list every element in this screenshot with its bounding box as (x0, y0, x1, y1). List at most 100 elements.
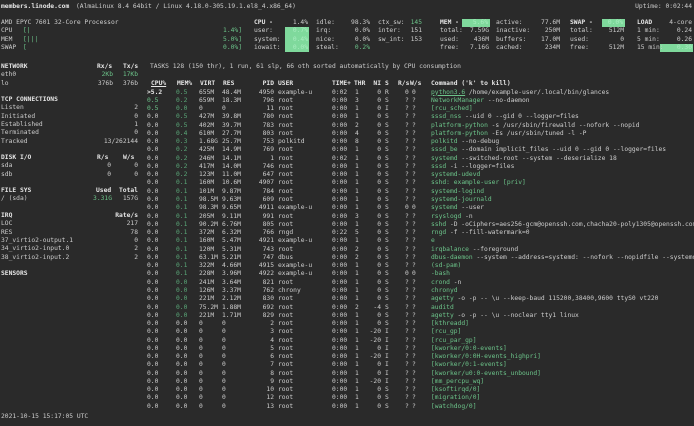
column-header-command[interactable]: Command ('k' to kill) (431, 80, 511, 87)
process-mem: 0.4 (176, 129, 188, 137)
process-status: I (385, 336, 389, 344)
swap-stat-label: used: (570, 35, 589, 43)
uptime: Uptime: 0:02:44 (635, 3, 692, 10)
process-time: 0:00 (332, 270, 348, 278)
process-user: root (278, 245, 294, 253)
process-read: ? (405, 237, 409, 245)
process-pid: 753 (262, 138, 274, 146)
process-pid: 4915 (258, 262, 274, 270)
process-cpu: 0.0 (147, 394, 159, 402)
process-user: root (278, 121, 294, 129)
process-mem: 0.2 (176, 171, 188, 179)
process-write: ? (412, 303, 416, 311)
irq-rate-value: 0 (134, 237, 138, 245)
process-virt: 0 (199, 320, 203, 328)
process-mem: 0.1 (176, 229, 188, 237)
column-header-cpu[interactable]: CPU% (151, 80, 167, 87)
process-read: ? (405, 377, 409, 385)
process-res: 0 (222, 353, 226, 361)
quicklook-bar-cpu: [| (23, 27, 31, 35)
process-res: 0 (222, 336, 226, 344)
cpu-stat-label: inter: (378, 27, 401, 35)
process-ni: 0 (377, 253, 381, 261)
process-command-name: systemd (431, 204, 458, 212)
process-command-args: -s /usr/sbin/firewalld --nofork --nopid (491, 121, 640, 129)
column-header-pid[interactable]: PID (262, 80, 274, 87)
process-read: ? (405, 278, 409, 286)
column-header-thr[interactable]: THR (354, 80, 366, 87)
process-status: S (385, 320, 389, 328)
process-thr: 1 (355, 311, 359, 319)
process-user: example-u (278, 88, 313, 96)
process-write: ? (412, 162, 416, 170)
process-pid: 830 (262, 295, 274, 303)
process-res: 6.32M (222, 229, 241, 237)
process-res: 5.21M (222, 253, 241, 261)
mem-stat-label: inactive: (496, 27, 531, 35)
process-cpu: 0.5 (147, 96, 159, 104)
process-virt: 0 (199, 336, 203, 344)
process-virt: 126M (199, 286, 215, 294)
column-header-read[interactable]: R/s (398, 80, 410, 87)
process-read: ? (405, 253, 409, 261)
column-header-time[interactable]: TIME+ (332, 80, 351, 87)
process-command-args: -o -p -- \u --keep-baud 115200,38400,960… (457, 295, 659, 303)
process-res: 0 (222, 369, 226, 377)
process-virt: 372M (199, 229, 215, 237)
process-command-name: crond (431, 278, 450, 286)
column-header-virt[interactable]: VIRT (200, 80, 216, 87)
column-header-write[interactable]: W/s (410, 80, 422, 87)
process-thr: 1 (355, 286, 359, 294)
mem-stat-value: 7.16G (470, 44, 489, 52)
process-time: 0:00 (332, 204, 348, 212)
process-virt: 98.3M (199, 204, 218, 212)
process-time: 0:00 (332, 336, 348, 344)
process-pid: 783 (262, 121, 274, 129)
process-virt: 402M (199, 121, 215, 129)
process-time: 0:02 (332, 88, 348, 96)
cpu-stat-value: 153 (410, 35, 422, 43)
load-value: 0.26 (676, 35, 692, 43)
tcp-value: 13/262144 (103, 137, 138, 145)
process-write: ? (412, 220, 416, 228)
column-header-status[interactable]: S (385, 80, 389, 87)
process-mem: 0.2 (176, 154, 188, 162)
process-ni: 0 (377, 212, 381, 220)
process-time: 0:00 (332, 369, 348, 377)
tcp-label: Terminated (1, 129, 39, 137)
process-pid: 762 (262, 286, 274, 294)
fs-total-header: Total (119, 187, 138, 194)
process-cpu: 0.0 (147, 320, 159, 328)
process-thr: 1 (355, 113, 359, 121)
process-res: 27.7M (222, 129, 241, 137)
irq-name: RES (1, 228, 13, 236)
process-read: ? (405, 386, 409, 394)
process-mem: 0.3 (176, 138, 188, 146)
process-virt: 427M (199, 113, 215, 121)
process-cpu: 0.0 (147, 196, 159, 203)
process-ni: 0 (377, 204, 381, 212)
process-cpu: 0.0 (147, 270, 159, 278)
process-mem: 0.1 (176, 253, 188, 261)
process-mem: 0.0 (176, 377, 188, 385)
process-res: 0 (222, 377, 226, 385)
column-header-mem[interactable]: MEM% (177, 80, 193, 87)
process-status: S (385, 196, 389, 203)
process-thr: 2 (355, 303, 359, 311)
load-title: LOAD (637, 19, 653, 26)
disk-write-value: 0 (134, 170, 138, 178)
process-res: 48.4M (222, 88, 241, 96)
process-thr: 1 (355, 270, 359, 278)
process-thr: 1 (355, 402, 359, 410)
process-cpu: 0.0 (147, 286, 159, 294)
process-mem: 0.0 (176, 369, 188, 377)
process-ni: 0 (377, 105, 381, 113)
tcp-title: TCP CONNECTIONS (1, 96, 58, 103)
process-ni: 0 (377, 187, 381, 195)
column-header-res[interactable]: RES (223, 80, 235, 87)
process-read: ? (405, 361, 409, 369)
column-header-ni[interactable]: NI (373, 80, 381, 87)
column-header-user[interactable]: USER (278, 80, 294, 87)
process-pid: 821 (262, 278, 274, 286)
cpu-stat-value: 0.7% (292, 27, 308, 35)
